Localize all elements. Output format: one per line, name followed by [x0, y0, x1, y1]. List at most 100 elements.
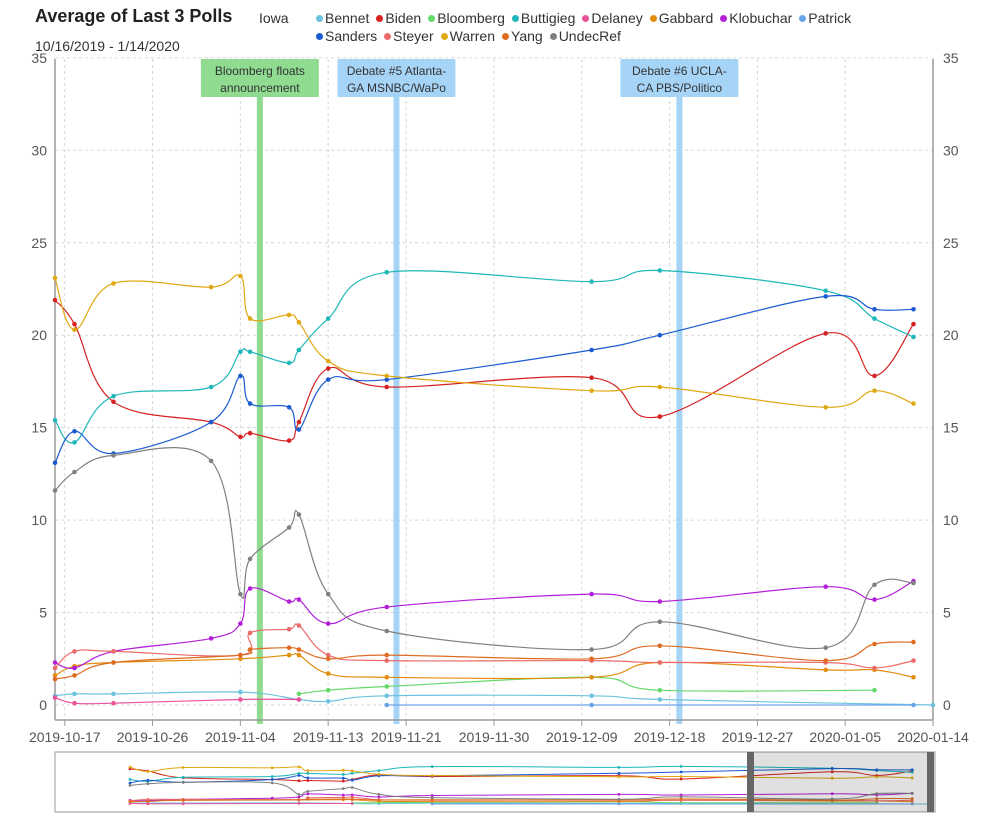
data-point-biden[interactable]: [657, 414, 663, 419]
legend-item-buttigieg[interactable]: Buttigieg: [511, 9, 575, 27]
data-point-yang[interactable]: [72, 673, 77, 678]
data-point-klobuchar[interactable]: [247, 586, 253, 591]
data-point-sanders[interactable]: [72, 429, 77, 434]
legend-item-gabbard[interactable]: Gabbard: [649, 9, 713, 27]
data-point-buttigieg[interactable]: [52, 418, 58, 423]
data-point-steyer[interactable]: [872, 665, 877, 671]
data-point-patrick[interactable]: [384, 702, 390, 708]
data-point-warren[interactable]: [52, 275, 58, 281]
data-point-buttigieg[interactable]: [238, 349, 243, 355]
legend-item-steyer[interactable]: Steyer: [384, 27, 434, 45]
data-point-biden[interactable]: [911, 321, 916, 327]
data-point-steyer[interactable]: [911, 658, 916, 663]
data-point-sanders[interactable]: [296, 427, 302, 432]
data-point-klobuchar[interactable]: [872, 597, 877, 602]
data-point-buttigieg[interactable]: [872, 316, 877, 321]
data-point-buttigieg[interactable]: [911, 334, 916, 340]
data-point-undecref[interactable]: [589, 647, 594, 652]
data-point-bennet[interactable]: [72, 691, 77, 697]
data-point-yang[interactable]: [238, 652, 243, 658]
data-point-delaney[interactable]: [296, 697, 302, 702]
legend-item-klobuchar[interactable]: Klobuchar: [720, 9, 792, 27]
data-point-bennet[interactable]: [930, 702, 936, 708]
data-point-biden[interactable]: [247, 430, 253, 436]
data-point-yang[interactable]: [911, 639, 916, 645]
data-point-undecref[interactable]: [111, 453, 116, 458]
data-point-delaney[interactable]: [72, 700, 77, 706]
data-point-yang[interactable]: [657, 643, 663, 649]
navigator-handle-left[interactable]: [747, 752, 754, 812]
data-point-gabbard[interactable]: [325, 671, 331, 676]
data-point-buttigieg[interactable]: [111, 393, 116, 399]
data-point-klobuchar[interactable]: [589, 591, 594, 597]
data-point-bloomberg[interactable]: [872, 687, 877, 693]
navigator-selection[interactable]: [750, 752, 933, 812]
data-point-sanders[interactable]: [247, 401, 253, 406]
data-point-undecref[interactable]: [823, 645, 828, 650]
data-point-klobuchar[interactable]: [286, 599, 292, 604]
legend-item-yang[interactable]: Yang: [502, 27, 543, 45]
data-point-yang[interactable]: [247, 647, 253, 652]
data-point-buttigieg[interactable]: [247, 349, 253, 355]
data-point-biden[interactable]: [296, 419, 302, 425]
legend-item-undecref[interactable]: UndecRef: [549, 27, 621, 45]
legend-item-bloomberg[interactable]: Bloomberg: [428, 9, 505, 27]
data-point-warren[interactable]: [823, 405, 828, 410]
data-point-gabbard[interactable]: [52, 673, 58, 678]
data-point-buttigieg[interactable]: [296, 347, 302, 353]
data-point-steyer[interactable]: [286, 626, 292, 632]
navigator[interactable]: [54, 751, 936, 813]
data-point-biden[interactable]: [325, 366, 331, 371]
data-point-klobuchar[interactable]: [657, 599, 663, 604]
data-point-buttigieg[interactable]: [72, 440, 77, 445]
navigator-handle-right[interactable]: [927, 752, 934, 812]
data-point-klobuchar[interactable]: [823, 584, 828, 589]
data-point-warren[interactable]: [72, 327, 77, 333]
data-point-warren[interactable]: [208, 284, 214, 290]
data-point-bennet[interactable]: [238, 689, 243, 695]
data-point-biden[interactable]: [111, 399, 116, 405]
data-point-buttigieg[interactable]: [384, 270, 390, 275]
data-point-yang[interactable]: [589, 656, 594, 662]
data-point-buttigieg[interactable]: [325, 316, 331, 321]
data-point-patrick[interactable]: [911, 702, 916, 708]
data-point-bloomberg[interactable]: [296, 691, 302, 697]
data-point-sanders[interactable]: [657, 332, 663, 338]
data-point-klobuchar[interactable]: [325, 621, 331, 626]
data-point-warren[interactable]: [589, 388, 594, 394]
data-point-undecref[interactable]: [911, 580, 916, 586]
data-point-sanders[interactable]: [286, 405, 292, 410]
data-point-yang[interactable]: [325, 656, 331, 662]
data-point-undecref[interactable]: [247, 556, 253, 562]
data-point-klobuchar[interactable]: [208, 636, 214, 641]
legend-item-bennet[interactable]: Bennet: [316, 9, 369, 27]
data-point-yang[interactable]: [872, 641, 877, 647]
data-point-undecref[interactable]: [872, 582, 877, 588]
data-point-bloomberg[interactable]: [384, 684, 390, 689]
data-point-buttigieg[interactable]: [589, 279, 594, 284]
data-point-warren[interactable]: [872, 388, 877, 394]
legend-item-biden[interactable]: Biden: [376, 9, 421, 27]
data-point-buttigieg[interactable]: [823, 288, 828, 294]
data-point-steyer[interactable]: [52, 665, 58, 671]
data-point-gabbard[interactable]: [238, 656, 243, 662]
data-point-gabbard[interactable]: [589, 675, 594, 680]
data-point-biden[interactable]: [72, 321, 77, 327]
data-point-undecref[interactable]: [657, 619, 663, 625]
data-point-warren[interactable]: [111, 281, 116, 286]
data-point-biden[interactable]: [823, 331, 828, 336]
data-point-biden[interactable]: [589, 375, 594, 381]
data-point-steyer[interactable]: [325, 652, 331, 658]
data-point-sanders[interactable]: [872, 307, 877, 312]
legend-item-warren[interactable]: Warren: [440, 27, 495, 45]
data-point-undecref[interactable]: [325, 591, 331, 597]
data-point-warren[interactable]: [325, 358, 331, 364]
data-point-bennet[interactable]: [384, 693, 390, 699]
data-point-biden[interactable]: [52, 297, 58, 303]
data-point-klobuchar[interactable]: [238, 621, 243, 626]
data-point-warren[interactable]: [247, 316, 253, 321]
data-point-biden[interactable]: [384, 384, 390, 390]
data-point-warren[interactable]: [286, 312, 292, 318]
data-point-undecref[interactable]: [208, 458, 214, 464]
